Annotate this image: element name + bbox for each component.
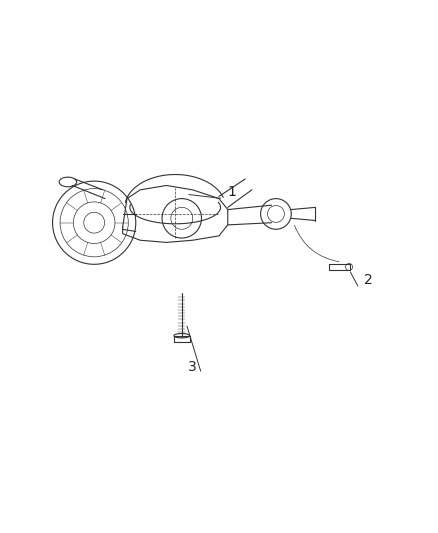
Text: 3: 3 [188,360,197,374]
Text: 2: 2 [364,273,372,287]
Text: 1: 1 [228,185,237,199]
